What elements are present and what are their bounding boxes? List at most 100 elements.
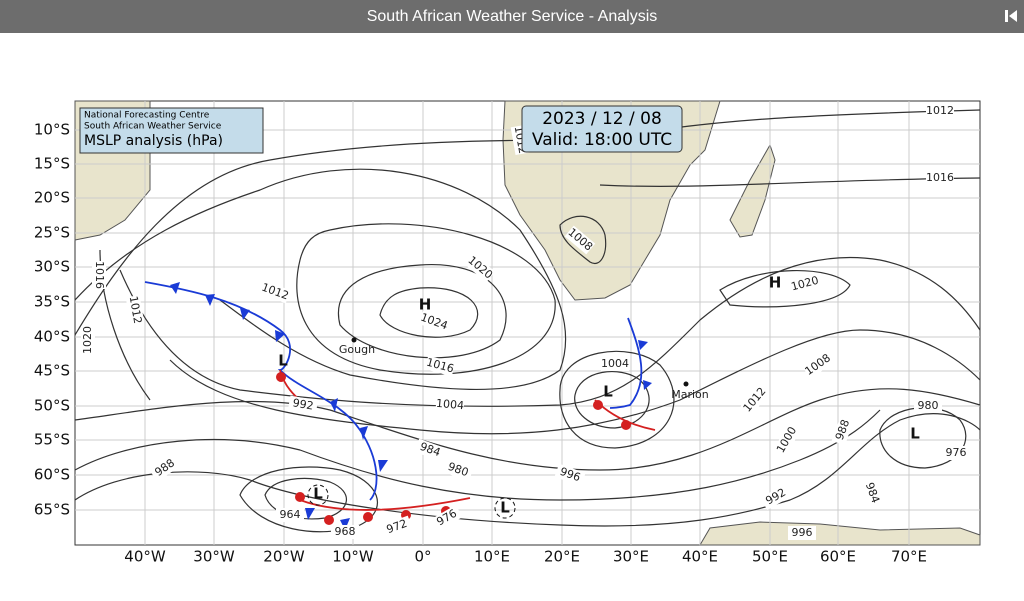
isobar-label-bg — [125, 294, 145, 326]
isobar-label-group: 1012 — [926, 104, 954, 118]
isobar-label-bg — [464, 253, 496, 283]
isobar-label: 1016 — [926, 171, 954, 184]
isobar-label-group: 996 — [554, 463, 586, 487]
weather-map: 10°S 15°S 20°S 25°S 30°S 35°S 40°S 45°S 50°S 55°S… — [34, 100, 981, 566]
valid-time: Valid: 18:00 UTC — [532, 130, 672, 150]
isobar-label-group: 980 — [442, 458, 474, 482]
isobar-label-bg — [860, 477, 884, 509]
isobar-label-group: 1016 — [92, 261, 106, 289]
date: 2023 / 12 / 08 — [542, 109, 662, 129]
date-box — [521, 105, 683, 153]
isobar-label-bg — [831, 414, 855, 446]
pressure-center: H — [419, 296, 432, 314]
isobar-label: 968 — [335, 525, 356, 538]
pressure-center: L — [500, 499, 510, 517]
isobar-label: 1020 — [81, 326, 94, 354]
longitude-label: 50°E — [752, 548, 788, 566]
title: South African Weather Service - Analysis — [366, 8, 658, 25]
isobar-label: 1012 — [127, 295, 145, 325]
longitude-label: 10°W — [332, 548, 374, 566]
longitude-label: 60°E — [820, 548, 856, 566]
latitude-label: 40°S — [34, 328, 70, 346]
isobar-label-bg — [760, 483, 792, 511]
info-line: MSLP analysis (hPa) — [84, 133, 223, 149]
pressure-center: L — [603, 383, 613, 401]
isobar-label-group: 984 — [414, 438, 446, 462]
latitude-label: 25°S — [34, 224, 70, 242]
isobar-label-bg — [554, 463, 586, 487]
place-label: Marion — [671, 388, 709, 401]
longitude-label: 30°E — [613, 548, 649, 566]
pressure-center: H — [769, 274, 782, 292]
isobar-label: 1012 — [926, 104, 954, 117]
isobar-label-group: 1012 — [125, 294, 145, 326]
isobar-label: 1016 — [93, 261, 106, 289]
isobar-label-bg — [802, 351, 834, 379]
isobar-label-group: 996 — [788, 526, 816, 540]
isobar-label: 1004 — [436, 397, 465, 412]
longitude-label: 70°E — [891, 548, 927, 566]
isobar-label-bg — [773, 424, 801, 456]
fronts — [144, 281, 656, 530]
pressure-center: L — [313, 485, 323, 503]
latitude-label: 50°S — [34, 397, 70, 415]
isobar-label-bg — [81, 326, 95, 354]
latitude-label: 20°S — [34, 189, 70, 207]
latitude-label: 15°S — [34, 155, 70, 173]
latitude-label: 30°S — [34, 258, 70, 276]
info-line: South African Weather Service — [84, 122, 222, 132]
isobar-label-bg — [149, 454, 181, 482]
isobar-label-bg — [601, 357, 629, 371]
isobar-label-bg — [431, 504, 463, 532]
skip-button[interactable] — [1004, 8, 1018, 24]
isobar-label-bg — [926, 171, 954, 185]
title-bar: South African Weather Service - Analysis — [0, 0, 1024, 33]
latitude-label: 65°S — [34, 501, 70, 519]
longitude-label: 30°W — [193, 548, 235, 566]
isobar-label-group: 1020 — [81, 326, 95, 354]
longitude-label: 20°E — [544, 548, 580, 566]
info-line: National Forecasting Centre — [84, 111, 210, 121]
latitude-label: 35°S — [34, 293, 70, 311]
isobar-label-group: 980 — [914, 399, 942, 413]
isobar-label-bg — [381, 515, 413, 539]
isobar-label: 996 — [792, 526, 813, 539]
info-box — [79, 107, 264, 154]
longitude-label: 40°W — [124, 548, 166, 566]
isobar-label-bg — [926, 104, 954, 118]
isobar-label-bg — [740, 384, 770, 416]
isobar-label-group: 968 — [331, 525, 359, 539]
isobar-label-bg — [564, 225, 596, 255]
isobar-label-group: 988 — [831, 414, 855, 446]
isobar-label-group: 1016 — [926, 171, 954, 185]
latitude-label: 10°S — [34, 121, 70, 139]
isobar-label-bg — [942, 446, 970, 460]
latitude-label: 60°S — [34, 466, 70, 484]
isobar-label-group: 1004 — [435, 396, 465, 414]
longitude-label: 10°E — [474, 548, 510, 566]
isobar-label-group: 1004 — [601, 357, 629, 371]
pressure-center: L — [910, 425, 920, 443]
longitude-label: 20°W — [263, 548, 305, 566]
isobar-label-bg — [92, 261, 106, 289]
isobar-label-bg — [287, 395, 319, 415]
longitude-label: 40°E — [682, 548, 718, 566]
isobar-label-bg — [414, 438, 446, 462]
isobar-label: 1004 — [601, 357, 629, 370]
isobar-label-bg — [442, 458, 474, 482]
isobar-label: 992 — [292, 396, 315, 412]
isobar-label-bg — [788, 526, 816, 540]
isobar-label: 980 — [918, 399, 939, 412]
latitude-label: 45°S — [34, 362, 70, 380]
isobar-label-group: 976 — [942, 446, 970, 460]
isobar-label-bg — [435, 396, 465, 414]
isobar-label: 976 — [946, 446, 967, 459]
isobar-label: 964 — [280, 508, 301, 521]
isobar-label-group: 984 — [860, 477, 884, 509]
isobars — [74, 109, 981, 533]
longitude-label: 0° — [414, 548, 431, 566]
isobar-label-bg — [259, 280, 291, 304]
pressure-center: L — [278, 352, 288, 370]
isobar-label-group: 992 — [287, 395, 319, 415]
